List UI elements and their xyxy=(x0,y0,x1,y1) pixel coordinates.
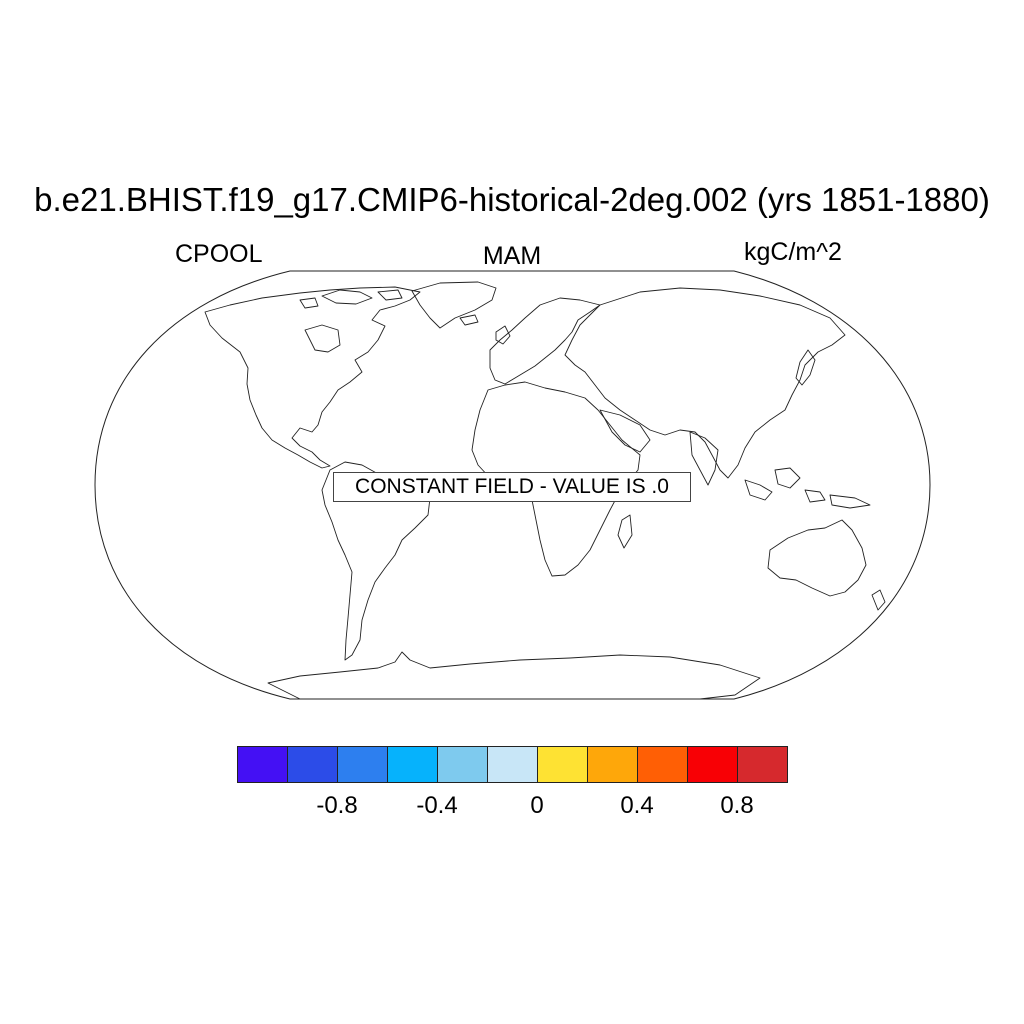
coast-asia xyxy=(564,287,846,479)
variable-label: CPOOL xyxy=(175,240,263,268)
coast-british-isles xyxy=(495,325,511,345)
coast-indonesia xyxy=(744,467,871,509)
coast-new-zealand xyxy=(871,589,886,611)
colorbar xyxy=(237,746,788,783)
coast-iceland xyxy=(459,314,479,326)
coast-australia xyxy=(767,519,867,597)
colorbar-label: -0.4 xyxy=(416,792,458,819)
map-title: b.e21.BHIST.f19_g17.CMIP6-historical-2de… xyxy=(34,181,990,218)
units-label: kgC/m^2 xyxy=(744,238,842,266)
coast-europe xyxy=(489,297,601,385)
colorbar-box xyxy=(537,746,588,783)
colorbar-box xyxy=(287,746,338,783)
colorbar-label: 0.8 xyxy=(720,792,754,819)
colorbar-label: -0.8 xyxy=(316,792,358,819)
season-label: MAM xyxy=(482,242,542,270)
coast-greenland xyxy=(411,281,497,329)
coast-madagascar xyxy=(617,514,633,549)
colorbar-label: 0.4 xyxy=(620,792,654,819)
coast-india xyxy=(689,431,719,486)
colorbar-box xyxy=(487,746,538,783)
coast-hudson xyxy=(304,324,341,353)
colorbar-box xyxy=(637,746,688,783)
coast-antarctica xyxy=(267,651,761,700)
colorbar-box xyxy=(687,746,738,783)
colorbar-box xyxy=(437,746,488,783)
colorbar-box xyxy=(387,746,438,783)
coast-japan xyxy=(795,349,816,386)
coast-north-america xyxy=(204,286,421,469)
coast-arabia xyxy=(599,409,651,453)
colorbar-box xyxy=(587,746,638,783)
colorbar-box xyxy=(737,746,788,783)
colorbar-label: 0 xyxy=(530,792,544,819)
constant-field-notice: CONSTANT FIELD - VALUE IS .0 xyxy=(333,472,691,502)
colorbar-box xyxy=(337,746,388,783)
coast-arctic-islands xyxy=(299,289,403,309)
colorbar-box xyxy=(237,746,288,783)
